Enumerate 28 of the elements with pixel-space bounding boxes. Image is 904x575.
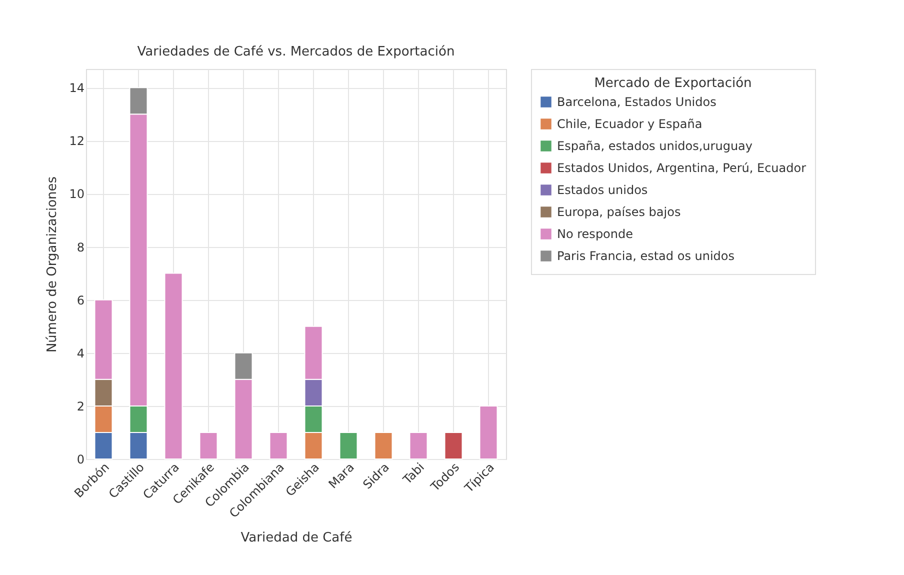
y-tick-label: 12 <box>69 134 84 148</box>
bar <box>339 432 358 460</box>
bar <box>479 405 498 460</box>
bar <box>374 432 393 460</box>
x-axis-title: Variedad de Café <box>240 530 352 546</box>
y-axis-title: Número de Organizaciones <box>45 176 60 353</box>
legend-label: Europa, países bajos <box>557 205 681 219</box>
y-tick-label: 4 <box>76 346 84 360</box>
bar <box>199 432 218 460</box>
bar <box>269 432 288 460</box>
bar <box>409 432 428 460</box>
bar <box>444 432 463 460</box>
legend-label: España, estados unidos,uruguay <box>557 139 753 153</box>
y-tick-label: 8 <box>76 240 84 254</box>
legend-label: Chile, Ecuador y España <box>557 117 702 131</box>
legend-label: Estados Unidos, Argentina, Perú, Ecuador <box>557 161 806 175</box>
legend-title: Mercado de Exportación <box>594 76 752 91</box>
y-tick-label: 14 <box>69 81 84 96</box>
legend-label: No responde <box>557 227 634 241</box>
legend-label: Paris Francia, estad os unidos <box>557 249 735 263</box>
y-tick-label: 0 <box>76 452 84 466</box>
y-tick-label: 2 <box>76 399 84 414</box>
bar <box>164 272 183 460</box>
chart-title: Variedades de Café vs. Mercados de Exportación <box>137 44 455 60</box>
y-tick-label: 6 <box>76 293 84 308</box>
legend-label: Estados unidos <box>557 183 648 197</box>
y-tick-label: 10 <box>69 187 84 202</box>
legend-label: Barcelona, Estados Unidos <box>557 95 716 109</box>
